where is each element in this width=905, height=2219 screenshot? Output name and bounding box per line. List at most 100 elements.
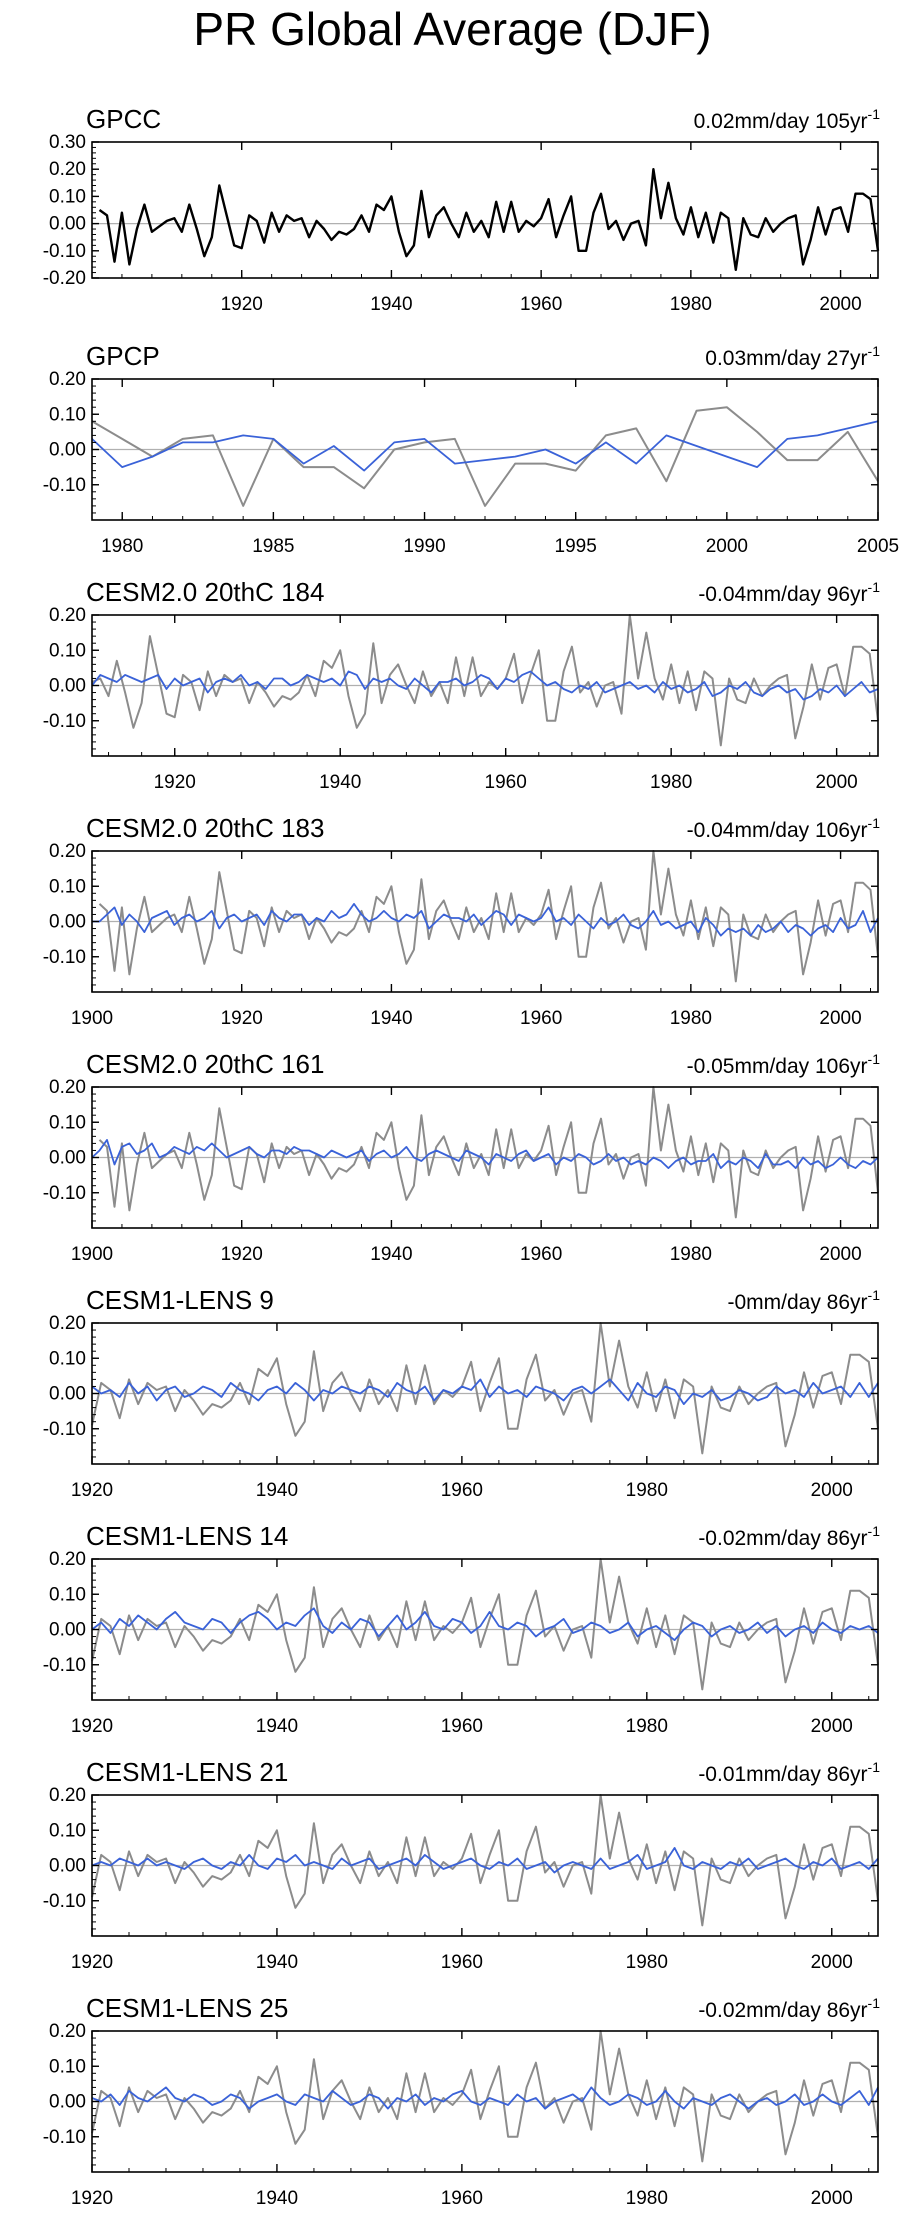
panel-title: CESM1-LENS 25 <box>86 1993 288 2023</box>
y-tick-label: 0.00 <box>49 440 86 461</box>
x-tick-label: 1990 <box>403 536 445 557</box>
series-line-obs_ref <box>98 1086 879 1219</box>
y-tick-label: 0.00 <box>49 1148 86 1169</box>
x-tick-label: 1940 <box>256 1480 298 1501</box>
y-tick-label: 0.10 <box>49 1348 86 1369</box>
x-tick-label: 1960 <box>441 1480 483 1501</box>
y-tick-label: 0.00 <box>49 912 86 933</box>
series-line-obs_ref <box>91 406 879 507</box>
trend-label: -0.05mm/day 106yr-1 <box>687 1051 881 1078</box>
panel-4: CESM2.0 20thC 161 -0.05mm/day 106yr-1 -0.1… <box>43 1049 881 1265</box>
figure-title: PR Global Average (DJF) <box>193 3 712 55</box>
y-tick-label: -0.10 <box>43 711 86 732</box>
x-tick-label: 1980 <box>670 294 712 315</box>
x-tick-label: 1980 <box>626 1716 668 1737</box>
x-tick-label: 1980 <box>626 1480 668 1501</box>
y-tick-label: 0.10 <box>49 640 86 661</box>
x-tick-label: 1960 <box>520 1244 562 1265</box>
panel-title: CESM1-LENS 9 <box>86 1285 274 1315</box>
x-tick-label: 1900 <box>71 1244 113 1265</box>
x-tick-label: 1920 <box>221 294 263 315</box>
x-tick-label: 2000 <box>811 1716 853 1737</box>
x-tick-label: 1920 <box>71 2188 113 2209</box>
x-tick-label: 1920 <box>71 1480 113 1501</box>
panel-7: CESM1-LENS 21 -0.01mm/day 86yr-1 -0.10 0.00… <box>43 1757 881 1973</box>
y-tick-label: 0.10 <box>49 876 86 897</box>
trend-label: -0.04mm/day 106yr-1 <box>687 815 881 842</box>
x-tick-label: 2000 <box>811 1952 853 1973</box>
panel-3: CESM2.0 20thC 183 -0.04mm/day 106yr-1 -0.1… <box>43 813 881 1029</box>
series-line-obs_ref <box>91 2030 879 2163</box>
panel-1: GPCP 0.03mm/day 27yr-1 -0.10 0.00 0.10 0.20 19… <box>43 341 899 557</box>
x-tick-label: 2000 <box>815 772 857 793</box>
x-tick-label: 1960 <box>520 294 562 315</box>
y-tick-label: 0.00 <box>49 1856 86 1877</box>
panel-8: CESM1-LENS 25 -0.02mm/day 86yr-1 -0.10 0.00… <box>43 1993 881 2209</box>
y-tick-label: 0.00 <box>49 1384 86 1405</box>
series-line-model <box>91 1378 879 1405</box>
y-tick-label: -0.10 <box>43 241 86 262</box>
x-tick-label: 1995 <box>555 536 597 557</box>
x-tick-label: 1920 <box>221 1008 263 1029</box>
y-tick-label: 0.10 <box>49 1820 86 1841</box>
panel-title: GPCC <box>86 104 161 134</box>
series-line-obs_ref <box>91 1794 879 1927</box>
x-tick-label: 2000 <box>819 1244 861 1265</box>
panel-2: CESM2.0 20thC 184 -0.04mm/day 96yr-1 -0.10… <box>43 577 881 793</box>
x-tick-label: 2000 <box>811 1480 853 1501</box>
panel-title: CESM2.0 20thC 184 <box>86 577 324 607</box>
x-tick-label: 2005 <box>857 536 899 557</box>
trend-label: 0.03mm/day 27yr-1 <box>705 343 880 370</box>
y-tick-label: -0.10 <box>43 2127 86 2148</box>
y-tick-label: -0.10 <box>43 1655 86 1676</box>
x-tick-label: 1940 <box>370 1008 412 1029</box>
x-tick-label: 2000 <box>706 536 748 557</box>
y-tick-label: 0.20 <box>49 1313 86 1334</box>
x-tick-label: 1980 <box>626 1952 668 1973</box>
y-tick-label: 0.10 <box>49 1584 86 1605</box>
x-tick-label: 1980 <box>626 2188 668 2209</box>
x-tick-label: 1920 <box>71 1952 113 1973</box>
trend-label: -0.02mm/day 86yr-1 <box>698 1523 880 1550</box>
panel-title: CESM1-LENS 21 <box>86 1757 288 1787</box>
y-tick-label: 0.20 <box>49 1549 86 1570</box>
y-tick-label: 0.00 <box>49 676 86 697</box>
y-tick-label: 0.20 <box>49 841 86 862</box>
y-tick-label: -0.10 <box>43 1419 86 1440</box>
x-tick-label: 1900 <box>71 1008 113 1029</box>
x-tick-label: 1940 <box>319 772 361 793</box>
x-tick-label: 1980 <box>650 772 692 793</box>
trend-label: -0.04mm/day 96yr-1 <box>698 579 880 606</box>
series-line-obs <box>98 167 880 271</box>
trend-label: 0.02mm/day 105yr-1 <box>694 106 881 133</box>
trend-label: -0.02mm/day 86yr-1 <box>698 1995 880 2022</box>
x-tick-label: 1960 <box>485 772 527 793</box>
x-tick-label: 1940 <box>370 1244 412 1265</box>
y-tick-label: 0.10 <box>49 2056 86 2077</box>
y-tick-label: -0.10 <box>43 947 86 968</box>
x-tick-label: 1920 <box>71 1716 113 1737</box>
series-line-model <box>91 670 879 701</box>
y-tick-label: 0.10 <box>49 1112 86 1133</box>
y-tick-label: 0.20 <box>49 1785 86 1806</box>
x-tick-label: 2000 <box>811 2188 853 2209</box>
x-tick-label: 1980 <box>670 1008 712 1029</box>
series-line-model <box>91 420 879 472</box>
y-tick-label: -0.10 <box>43 1891 86 1912</box>
x-tick-label: 2000 <box>819 1008 861 1029</box>
x-tick-label: 1960 <box>520 1008 562 1029</box>
x-tick-label: 1980 <box>101 536 143 557</box>
trend-label: -0.01mm/day 86yr-1 <box>698 1759 880 1786</box>
y-tick-label: 0.20 <box>49 1077 86 1098</box>
y-tick-label: -0.10 <box>43 1183 86 1204</box>
y-tick-label: 0.20 <box>49 159 86 180</box>
panel-5: CESM1-LENS 9 -0mm/day 86yr-1 -0.10 0.00 0.10… <box>43 1285 881 1501</box>
trend-label: -0mm/day 86yr-1 <box>728 1287 881 1314</box>
y-tick-label: -0.20 <box>43 268 86 289</box>
y-tick-label: 0.20 <box>49 2021 86 2042</box>
x-tick-label: 1940 <box>256 1716 298 1737</box>
y-tick-label: 0.10 <box>49 404 86 425</box>
panel-6: CESM1-LENS 14 -0.02mm/day 86yr-1 -0.10 0.00… <box>43 1521 881 1737</box>
